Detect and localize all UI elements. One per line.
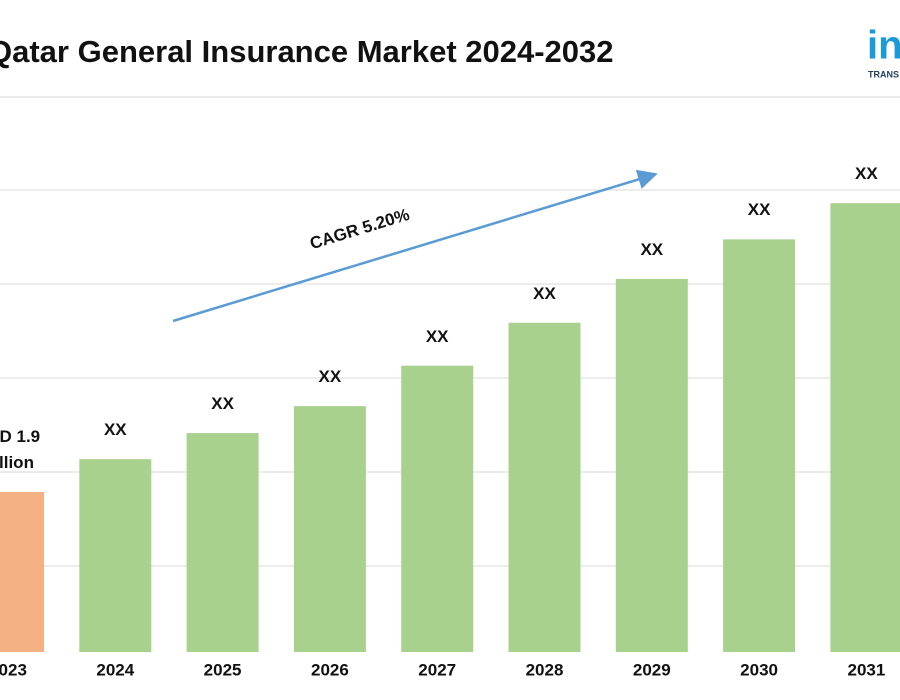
bar <box>79 459 152 652</box>
x-tick-label: 2023 <box>0 660 27 679</box>
bar <box>830 203 900 652</box>
data-label: XX <box>425 326 449 346</box>
x-tick-label: 2031 <box>847 660 885 679</box>
chart-title: Qatar General Insurance Market 2024-2032 <box>0 34 614 69</box>
x-tick-label: 2030 <box>740 660 778 679</box>
x-tick-label: 2028 <box>526 660 564 679</box>
bar <box>615 278 688 652</box>
data-label: XX <box>747 200 771 220</box>
data-label: XX <box>533 283 556 303</box>
cagr-label: CAGR 5.20% <box>308 205 412 253</box>
bar <box>508 322 581 652</box>
x-tick-label: 2029 <box>633 660 671 679</box>
data-label: USD 1.9 Billion <box>0 427 41 472</box>
data-label: XX <box>855 164 878 184</box>
data-label: XX <box>640 239 664 259</box>
data-label: XX <box>318 367 342 387</box>
bar <box>0 492 44 652</box>
data-label: XX <box>103 420 127 440</box>
logo-mark: in <box>867 24 900 68</box>
bar <box>723 239 796 653</box>
bar <box>186 433 259 652</box>
logo-tagline: TRANS <box>868 69 899 79</box>
bar <box>293 406 366 652</box>
data-label: XX <box>211 394 234 414</box>
cagr-arrow <box>172 169 658 323</box>
bar <box>401 365 474 652</box>
x-tick-label: 2024 <box>96 660 134 679</box>
x-tick-label: 2025 <box>204 660 242 679</box>
x-tick-label: 2027 <box>418 660 456 679</box>
x-tick-label: 2026 <box>311 660 349 679</box>
